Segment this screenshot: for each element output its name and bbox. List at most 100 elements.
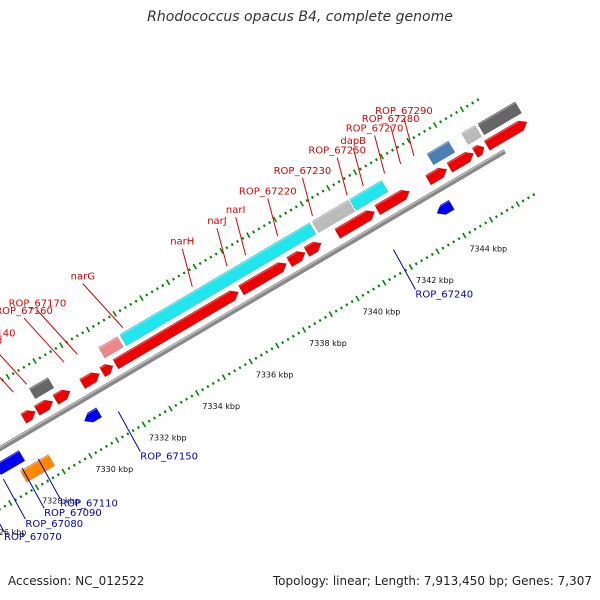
gene-bevel: [34, 400, 45, 408]
gene-pale[interactable]: [98, 336, 124, 359]
gene-label[interactable]: ROP_67070: [4, 532, 62, 543]
accession-label: Accession: NC_012522: [8, 574, 145, 588]
scale-tick: [299, 200, 304, 207]
gene-bevel: [312, 200, 349, 223]
cds-forward[interactable]: [33, 399, 54, 416]
cds-forward[interactable]: [99, 364, 114, 378]
gene-label[interactable]: ROP_67270: [346, 123, 404, 134]
scale-tick: [526, 196, 530, 200]
gene-label[interactable]: narH: [170, 237, 194, 248]
scale-tick: [350, 300, 354, 304]
scale-tick: [441, 246, 445, 250]
scale-tick: [505, 208, 509, 212]
tick-layer: 7326 kbp 7328 kbp 7330 kbp 7332 kbp 7334 kbp…: [0, 98, 536, 537]
backbone-layer: [0, 149, 506, 452]
cds-forward[interactable]: [52, 389, 71, 405]
gene-label[interactable]: narG: [71, 272, 95, 283]
callout-line: [392, 249, 416, 290]
scale-tick: [107, 315, 111, 319]
cds-forward[interactable]: [446, 152, 474, 173]
scale-tick: [206, 384, 210, 389]
scale-tick: [310, 195, 314, 199]
narG-cds[interactable]: [112, 290, 239, 370]
gene-label[interactable]: ROP_67090: [44, 508, 102, 519]
scale-tick: [227, 372, 231, 376]
narI-cds[interactable]: [303, 241, 322, 257]
scale-tick: [49, 350, 53, 354]
scale-tick: [97, 321, 101, 325]
narG-highlight[interactable]: [119, 222, 317, 347]
scale-tick: [110, 441, 114, 445]
cds-forward[interactable]: [334, 210, 376, 239]
scale-tick: [129, 302, 133, 306]
scale-tick: [265, 350, 269, 354]
narH-cds[interactable]: [238, 262, 287, 296]
gene-label[interactable]: ROP_67230: [274, 166, 332, 177]
gene-bevel: [99, 364, 106, 369]
callout-line: [374, 135, 386, 174]
scale-tick: [457, 237, 461, 241]
gene-label[interactable]: ROP_67110: [60, 499, 118, 510]
scale-tick: [147, 419, 151, 423]
cds-forward[interactable]: [483, 120, 528, 151]
gene-label[interactable]: narJ: [207, 216, 227, 227]
gene-label[interactable]: ROP_67240: [415, 289, 473, 300]
narJ-cds[interactable]: [286, 251, 306, 268]
scale-tick: [22, 365, 26, 369]
gene-label[interactable]: ROP_67280: [362, 114, 420, 125]
cds-forward[interactable]: [425, 167, 448, 186]
gene-label[interactable]: ROP_67220: [239, 186, 297, 197]
callout-line: [267, 198, 279, 237]
scale-tick: [59, 342, 64, 349]
gene-grey[interactable]: [311, 199, 356, 233]
cds-reverse[interactable]: [83, 407, 103, 423]
gene-label[interactable]: ROP_67150: [140, 452, 198, 463]
scale-tick: [238, 366, 242, 370]
gene-bevel: [477, 102, 516, 126]
scale-tick: [99, 447, 103, 452]
cds-forward[interactable]: [79, 372, 100, 390]
gene-dark[interactable]: [477, 101, 523, 136]
scale-tick: [268, 220, 272, 225]
gene-bevel: [81, 408, 97, 418]
gene-label[interactable]: ROP_67140: [0, 328, 15, 339]
cds-forward[interactable]: [471, 144, 485, 158]
scale-tick: [342, 176, 346, 181]
scale-tick: [67, 466, 71, 470]
cds-reverse[interactable]: [436, 199, 455, 215]
scale-tick: [145, 293, 149, 297]
scale-tick: [155, 287, 159, 291]
gene-label[interactable]: narI: [226, 205, 246, 216]
scale-tick: [246, 232, 251, 239]
upper-scale-rail: [1, 98, 480, 382]
cds-forward[interactable]: [20, 410, 36, 424]
gene-dark[interactable]: [28, 377, 55, 400]
scale-label: 7328 kbp: [42, 496, 80, 505]
gene-label[interactable]: ROP_67080: [25, 519, 83, 530]
gene-highlight[interactable]: [349, 180, 389, 211]
scale-tick: [102, 318, 106, 322]
gene-bevel: [286, 251, 298, 259]
scale-tick: [83, 457, 87, 461]
callout-line: [0, 354, 28, 385]
scale-tick: [46, 479, 50, 483]
gene-label[interactable]: ROP_67250: [308, 145, 366, 156]
gene-grey[interactable]: [461, 125, 482, 145]
gene-label[interactable]: ROP_67170: [9, 298, 67, 309]
scale-tick: [465, 104, 469, 108]
gene-label[interactable]: ROP_67290: [375, 106, 433, 117]
scale-tick: [348, 173, 352, 177]
scale-tick: [3, 504, 7, 508]
cds-reverse[interactable]: [0, 450, 26, 475]
dapB-gene[interactable]: [426, 140, 456, 166]
cds-forward[interactable]: [374, 189, 410, 216]
gene-label[interactable]: dapB: [340, 136, 366, 147]
scale-label: 7330 kbp: [95, 465, 133, 474]
gene-label[interactable]: ROP_67160: [0, 306, 53, 317]
scale-tick: [211, 381, 215, 386]
gene-bevel: [20, 410, 28, 416]
scale-tick: [230, 243, 234, 247]
gene-bevel: [304, 242, 314, 249]
gene-orange[interactable]: [19, 454, 56, 483]
gene-label[interactable]: ROP_67130: [0, 336, 2, 347]
